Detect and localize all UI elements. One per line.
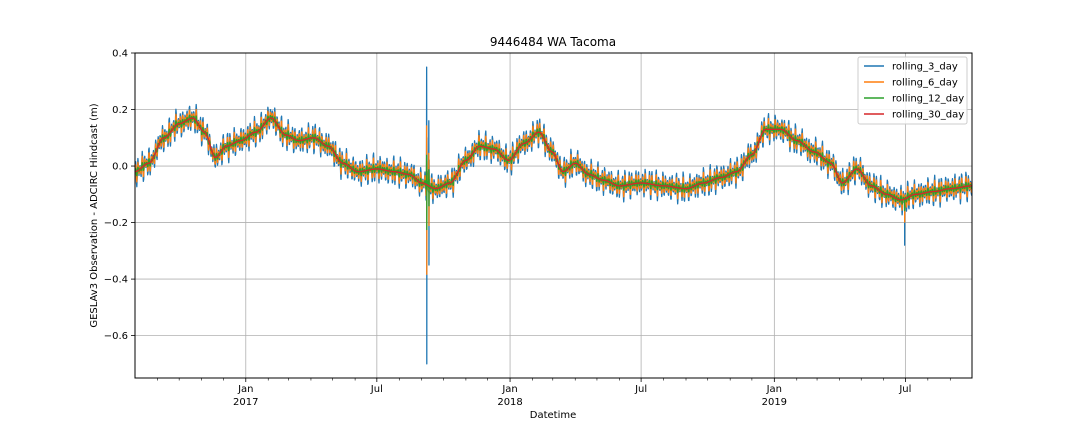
y-tick-label: −0.4	[104, 275, 128, 286]
x-tick-year-label: 2017	[233, 397, 258, 408]
legend-label-rolling-3-day: rolling_3_day	[892, 62, 958, 73]
x-tick-label: Jan	[237, 384, 253, 395]
series-line-rolling-6-day	[135, 108, 972, 275]
y-axis-label: GESLAv3 Observation - ADCIRC Hindcast (m…	[89, 103, 100, 327]
y-tick-label: −0.6	[104, 331, 128, 342]
x-tick-label: Jan	[501, 384, 517, 395]
y-tick-label: 0.2	[112, 105, 128, 116]
x-tick-year-label: 2019	[762, 397, 787, 408]
y-tick-label: 0.0	[112, 162, 128, 173]
x-tick-label: Jul	[370, 384, 383, 395]
x-axis-label: Datetime	[530, 410, 577, 421]
legend-box	[857, 56, 968, 125]
x-tick-year-label: 2018	[497, 397, 522, 408]
grid-layer	[135, 52, 972, 378]
axis-layer: −0.6 −0.4 −0.2 0.0 0.2 0.4 Jan 2017 Jul Jan 2018 Ju…	[104, 49, 951, 408]
x-tick-label: Jul	[898, 384, 911, 395]
chart-title: 9446484 WA Tacoma	[490, 35, 616, 49]
legend: rolling_3_day rolling_6_day rolling_12_day…	[857, 56, 968, 125]
legend-label-rolling-6-day: rolling_6_day	[892, 78, 958, 89]
y-tick-label: −0.2	[104, 218, 128, 229]
series-line-rolling-12-day	[135, 114, 972, 231]
x-tick-label: Jul	[634, 384, 647, 395]
legend-label-rolling-12-day: rolling_12_day	[892, 94, 964, 105]
y-tick-label: 0.4	[112, 49, 128, 60]
plot-frame	[134, 52, 973, 379]
series-layer	[135, 66, 972, 365]
legend-label-rolling-30-day: rolling_30_day	[892, 110, 964, 121]
series-line-rolling-30-day	[135, 117, 972, 201]
x-tick-label: Jan	[766, 384, 782, 395]
